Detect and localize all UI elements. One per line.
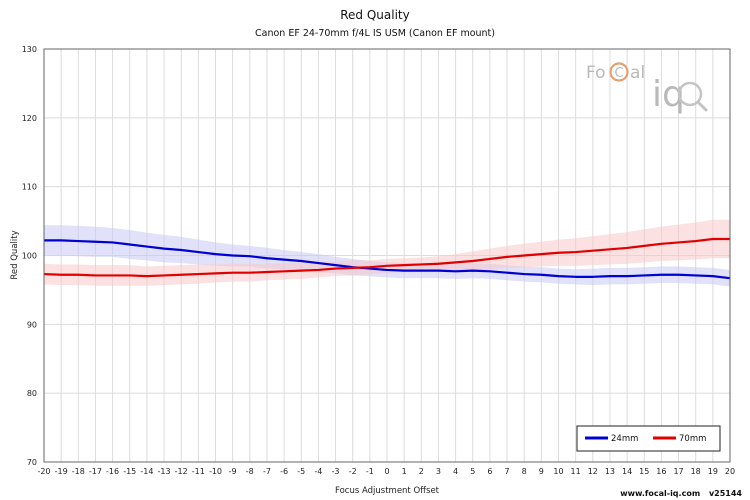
series-lines bbox=[43, 237, 731, 280]
plot-frame bbox=[43, 48, 731, 463]
x-tick-label: -14 bbox=[140, 467, 153, 476]
x-tick-label: -6 bbox=[280, 467, 288, 476]
chart-title: Red Quality bbox=[340, 8, 410, 22]
x-tick-label: -9 bbox=[229, 467, 237, 476]
magnifier-handle bbox=[696, 100, 708, 112]
y-tick-label: 80 bbox=[27, 389, 37, 398]
x-tick-label: 11 bbox=[571, 467, 581, 476]
x-tick-label: -7 bbox=[263, 467, 271, 476]
x-tick-label: 17 bbox=[673, 467, 683, 476]
x-tick-label: 9 bbox=[539, 467, 544, 476]
x-tick-label: -17 bbox=[89, 467, 102, 476]
logo-text-right: al bbox=[630, 63, 645, 83]
x-tick-label: -11 bbox=[192, 467, 205, 476]
x-tick-label: -16 bbox=[106, 467, 119, 476]
series-line-70mm bbox=[43, 237, 730, 278]
x-tick-label: -4 bbox=[314, 467, 322, 476]
x-tick-label: 7 bbox=[505, 467, 510, 476]
x-tick-label: -3 bbox=[332, 467, 340, 476]
logo-text-left: Fo bbox=[586, 63, 606, 83]
x-tick-label: -20 bbox=[37, 467, 50, 476]
confidence-bands bbox=[44, 219, 730, 287]
x-tick-label: 19 bbox=[708, 467, 718, 476]
x-tick-label: 14 bbox=[622, 467, 632, 476]
y-tick-label: 70 bbox=[27, 458, 37, 467]
x-axis-label: Focus Adjustment Offset bbox=[335, 486, 440, 496]
footer-site: www.focal-iq.com bbox=[620, 489, 700, 498]
x-tick-label: -12 bbox=[175, 467, 188, 476]
legend-label-24mm: 24mm bbox=[611, 434, 638, 444]
x-tick-label: -2 bbox=[349, 467, 357, 476]
x-tick-label: -5 bbox=[297, 467, 305, 476]
x-tick-label: -10 bbox=[209, 467, 222, 476]
x-tick-label: 15 bbox=[639, 467, 649, 476]
x-tick-label: 18 bbox=[691, 467, 701, 476]
x-tick-label: 6 bbox=[487, 467, 492, 476]
x-tick-label: -1 bbox=[366, 467, 374, 476]
x-tick-label: 2 bbox=[419, 467, 424, 476]
x-tick-label: 3 bbox=[436, 467, 441, 476]
x-tick-label: 20 bbox=[725, 467, 735, 476]
x-tick-label: -18 bbox=[72, 467, 85, 476]
x-tick-label: 1 bbox=[402, 467, 407, 476]
series-line-24mm bbox=[44, 239, 731, 280]
x-tick-label: 12 bbox=[588, 467, 598, 476]
footer-version: v25144 bbox=[709, 489, 742, 498]
x-tick-label: -15 bbox=[123, 467, 136, 476]
x-tick-label: 0 bbox=[384, 467, 389, 476]
x-tick-label: -19 bbox=[55, 467, 68, 476]
logo-c-ring bbox=[609, 62, 629, 82]
x-tick-label: -8 bbox=[246, 467, 254, 476]
y-tick-label: 130 bbox=[22, 45, 37, 54]
y-tick-label: 110 bbox=[22, 183, 37, 192]
x-tick-labels: -20 -19 -18 -17 -16 -15 -14 -13 -12 -11 -10 -9 -8 -7-… bbox=[37, 467, 735, 476]
x-tick-label: -13 bbox=[158, 467, 171, 476]
x-tick-label: 4 bbox=[453, 467, 458, 476]
x-tick-label: 13 bbox=[605, 467, 615, 476]
y-tick-label: 120 bbox=[22, 114, 37, 123]
plot-area: -20 -19 -18 -17 -16 -15 -14 -13 -12 -11 -10 -9 -8 -7-… bbox=[22, 45, 735, 476]
focal-iq-logo: Fo C al iq bbox=[586, 62, 708, 115]
chart-subtitle: Canon EF 24-70mm f/4L IS USM (Canon EF m… bbox=[255, 28, 495, 39]
y-axis-label: Red Quality bbox=[10, 230, 20, 279]
footer-text: www.focal-iq.com v25144 bbox=[620, 489, 742, 498]
logo-c-letter: C bbox=[614, 66, 623, 81]
y-tick-label: 100 bbox=[22, 252, 37, 261]
x-tick-label: 10 bbox=[553, 467, 563, 476]
x-tick-label: 8 bbox=[522, 467, 527, 476]
legend-label-70mm: 70mm bbox=[679, 434, 706, 444]
band-70mm bbox=[44, 219, 730, 286]
band-24mm bbox=[44, 225, 730, 287]
magnifier-icon bbox=[677, 81, 703, 107]
y-tick-labels: 70 80 90 100 110 120 130 bbox=[22, 45, 37, 467]
x-tick-label: 5 bbox=[470, 467, 475, 476]
y-tick-label: 90 bbox=[27, 320, 37, 329]
x-tick-label: 16 bbox=[656, 467, 666, 476]
legend: 24mm 70mm bbox=[576, 425, 721, 452]
